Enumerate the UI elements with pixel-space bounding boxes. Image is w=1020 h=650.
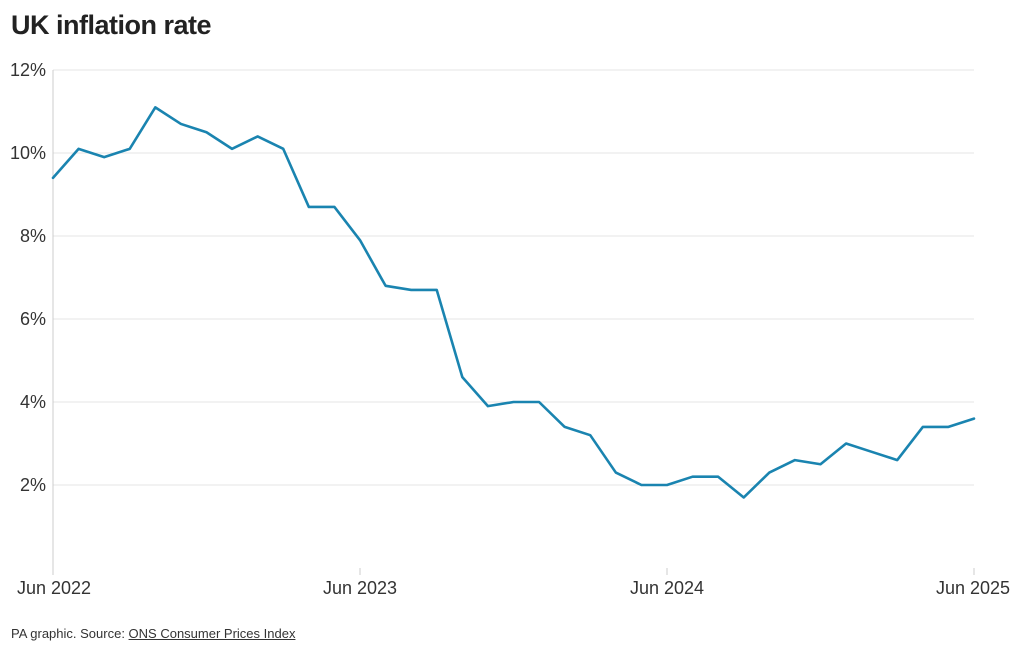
chart-title: UK inflation rate: [11, 10, 212, 40]
data-point: [281, 147, 285, 151]
source-prefix: PA graphic. Source:: [11, 626, 129, 641]
data-point: [767, 471, 771, 475]
x-tick-label: Jun 2024: [630, 578, 704, 598]
data-point: [435, 288, 439, 292]
y-tick-label: 2%: [20, 475, 46, 495]
data-point: [77, 147, 81, 151]
data-point: [844, 442, 848, 446]
data-point: [486, 404, 490, 408]
gridlines: [53, 69, 974, 486]
data-point: [588, 433, 592, 437]
data-point: [230, 147, 234, 151]
y-tick-label: 10%: [10, 143, 46, 163]
y-tick-label: 4%: [20, 392, 46, 412]
series-layer: [51, 105, 976, 499]
data-point: [614, 471, 618, 475]
data-point: [512, 400, 516, 404]
data-point: [563, 425, 567, 429]
data-point: [793, 458, 797, 462]
y-tick-label: 8%: [20, 226, 46, 246]
x-tick-label: Jun 2023: [323, 578, 397, 598]
data-point: [639, 483, 643, 487]
data-point: [179, 122, 183, 126]
data-point: [153, 105, 157, 109]
data-point: [460, 375, 464, 379]
data-point: [691, 475, 695, 479]
data-point: [409, 288, 413, 292]
data-point: [895, 458, 899, 462]
data-point: [921, 425, 925, 429]
data-point: [946, 425, 950, 429]
y-tick-label: 12%: [10, 60, 46, 80]
line-chart: 2%4%6%8%10%12% Jun 2022 Jun 2023 Jun 2024 J…: [10, 60, 1010, 598]
data-point: [537, 400, 541, 404]
data-point: [665, 483, 669, 487]
data-point: [358, 238, 362, 242]
y-tick-label: 6%: [20, 309, 46, 329]
data-point: [128, 147, 132, 151]
data-point: [102, 155, 106, 159]
data-point: [716, 475, 720, 479]
source-note: PA graphic. Source: ONS Consumer Prices …: [11, 626, 295, 641]
data-point: [972, 417, 976, 421]
x-axis: Jun 2022 Jun 2023 Jun 2024 Jun 2025: [17, 568, 1010, 598]
data-point: [870, 450, 874, 454]
data-point: [51, 176, 55, 180]
data-point: [256, 134, 260, 138]
data-point: [384, 284, 388, 288]
data-point: [205, 130, 209, 134]
data-point: [307, 205, 311, 209]
source-link[interactable]: ONS Consumer Prices Index: [128, 626, 296, 641]
data-point: [819, 462, 823, 466]
data-point: [742, 495, 746, 499]
x-tick-label: Jun 2022: [17, 578, 91, 598]
series-line-inflation: [51, 106, 976, 499]
data-point: [332, 205, 336, 209]
x-tick-label: Jun 2025: [936, 578, 1010, 598]
y-axis: 2% 4% 6% 8% 10% 12%: [10, 60, 54, 568]
